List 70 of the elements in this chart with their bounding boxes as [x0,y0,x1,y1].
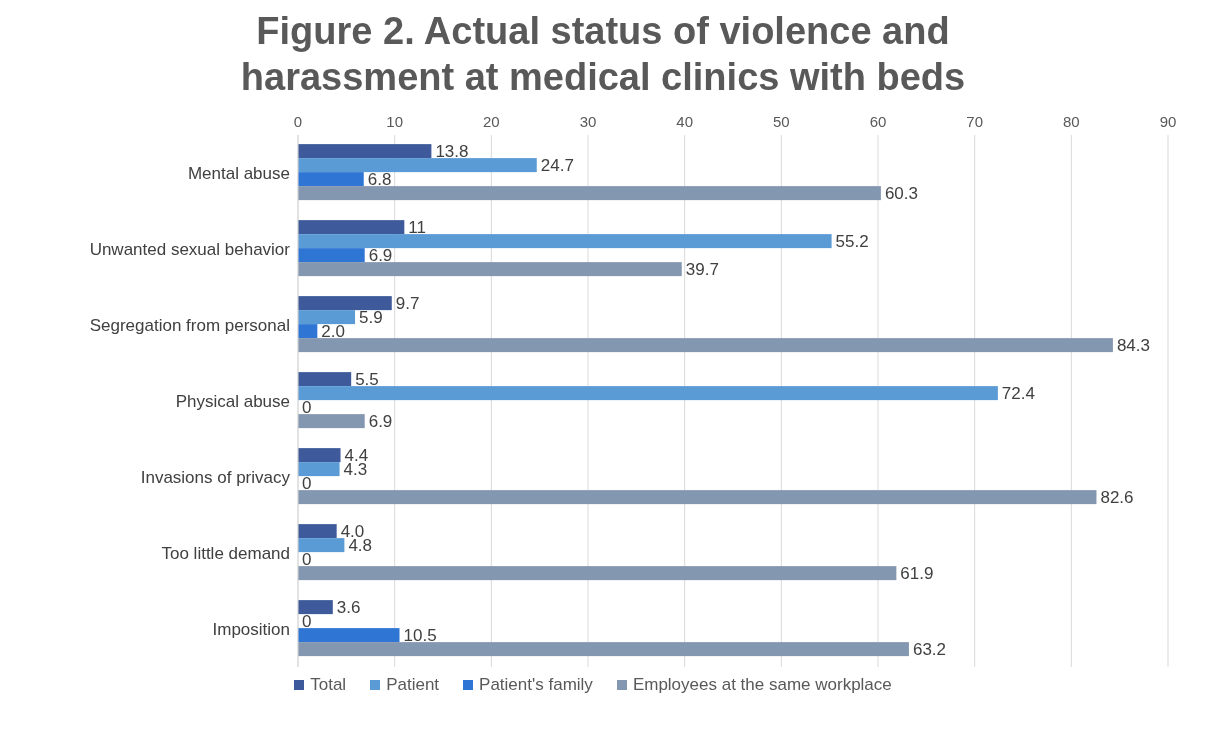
bar [298,538,345,553]
x-tick-label: 30 [579,113,597,130]
bar [298,386,998,401]
data-label: 39.7 [685,260,719,280]
bar [298,414,365,429]
bar [298,220,405,235]
legend-label: Total [309,675,347,695]
bar [298,372,352,387]
bar [298,172,364,187]
data-label: 10.5 [403,626,437,646]
y-tick-label: Imposition [212,620,290,640]
data-label: 61.9 [900,564,934,584]
data-label: 72.4 [1001,384,1035,404]
x-tick-label: 80 [1062,113,1080,130]
x-tick-label: 70 [966,113,984,130]
bar [298,642,909,657]
x-tick-label: 90 [1159,113,1177,130]
data-label: 63.2 [912,640,947,660]
data-label: 5.5 [355,370,379,390]
bar [298,234,832,249]
y-tick-label: Mental abuse [187,164,290,184]
x-tick-label: 50 [772,113,790,130]
x-tick-label: 0 [293,113,303,130]
x-tick-label: 10 [386,113,404,130]
data-label: 0 [302,550,312,570]
bar [298,144,432,159]
legend-label: Employees at the same workplace [631,675,892,695]
y-tick-label: Physical abuse [175,392,290,412]
data-label: 24.7 [540,156,574,176]
y-tick-label: Invasions of privacy [140,468,291,488]
bar [298,462,340,477]
y-tick-label: Too little demand [161,544,290,564]
legend-label: Patient [385,675,440,695]
data-label: 0 [302,398,312,418]
legend-label: Patient's family [478,675,593,695]
bar [298,566,897,581]
data-label: 11 [408,218,426,238]
bar [298,524,337,539]
data-label: 6.9 [368,246,393,266]
bar [298,262,682,277]
data-label: 82.6 [1100,488,1134,508]
y-tick-label: Unwanted sexual behavior [89,240,291,260]
bar [298,186,881,201]
x-tick-label: 20 [482,113,500,130]
bar [298,448,341,463]
bar [298,490,1097,505]
bar [298,248,365,263]
data-label: 0 [302,612,312,632]
data-label: 9.7 [395,294,420,314]
bar [298,600,333,615]
x-tick-label: 40 [676,113,694,130]
data-label: 3.6 [336,598,361,618]
data-label: 6.8 [367,170,392,190]
bar [298,158,537,173]
x-tick-label: 60 [869,113,887,130]
y-tick-label: Segregation from personal [89,316,290,336]
data-label: 60.3 [884,184,918,204]
bar [298,628,400,643]
bar [298,338,1113,353]
data-label: 0 [302,474,312,494]
data-label: 84.3 [1116,336,1150,356]
data-label: 13.8 [435,142,469,162]
data-label: 6.9 [368,412,393,432]
data-label: 5.9 [359,308,383,328]
bar [298,296,392,311]
chart-title: Figure 2. Actual status of violence and harassment at medical clinics with beds [239,9,967,100]
bar [298,310,356,325]
data-label: 55.2 [835,232,869,252]
bar [298,324,318,339]
data-label: 2.0 [321,322,345,342]
